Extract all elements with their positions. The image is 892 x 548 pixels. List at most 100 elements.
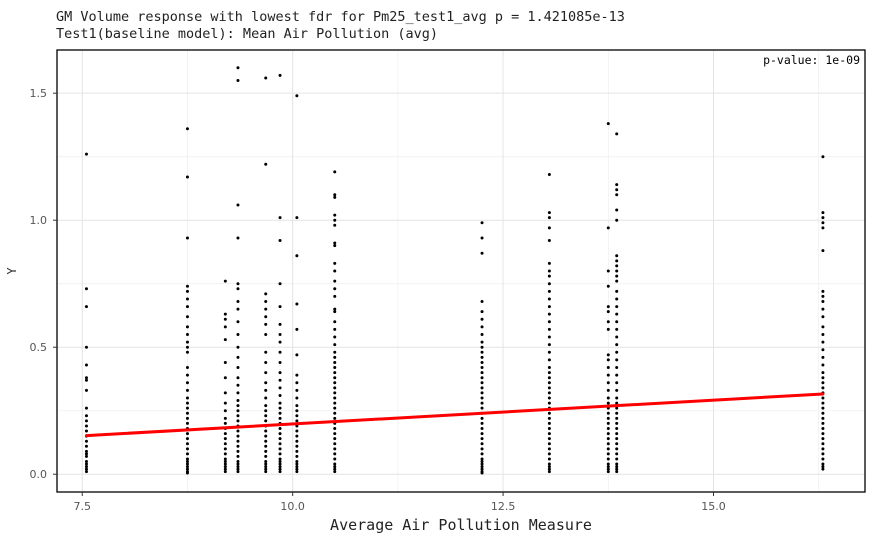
scatter-point bbox=[547, 416, 551, 420]
scatter-point bbox=[547, 452, 551, 456]
scatter-point bbox=[185, 388, 189, 392]
y-tick-label: 0.0 bbox=[30, 468, 48, 481]
scatter-point bbox=[547, 274, 551, 278]
scatter-point bbox=[615, 218, 619, 222]
scatter-point bbox=[264, 434, 268, 438]
scatter-point bbox=[333, 391, 337, 395]
chart-title: GM Volume response with lowest fdr for P… bbox=[56, 9, 625, 25]
scatter-point bbox=[185, 406, 189, 410]
scatter-point bbox=[84, 465, 88, 469]
scatter-point bbox=[821, 437, 825, 441]
scatter-point bbox=[480, 366, 484, 370]
scatter-point bbox=[480, 371, 484, 375]
scatter-point bbox=[278, 371, 282, 375]
scatter-point bbox=[264, 396, 268, 400]
scatter-point bbox=[615, 388, 619, 392]
scatter-point bbox=[84, 462, 88, 466]
scatter-point bbox=[223, 447, 227, 451]
scatter-point bbox=[295, 381, 299, 385]
scatter-point bbox=[295, 396, 299, 400]
scatter-point bbox=[606, 226, 610, 230]
scatter-point bbox=[236, 439, 240, 443]
scatter-point bbox=[278, 350, 282, 354]
scatter-point bbox=[333, 343, 337, 347]
scatter-point bbox=[606, 462, 610, 466]
scatter-point bbox=[295, 429, 299, 433]
scatter-point bbox=[547, 358, 551, 362]
scatter-point bbox=[264, 360, 268, 364]
scatter-point bbox=[615, 274, 619, 278]
scatter-point bbox=[84, 378, 88, 382]
scatter-point bbox=[236, 429, 240, 433]
scatter-point bbox=[185, 340, 189, 344]
scatter-point bbox=[236, 383, 240, 387]
scatter-point bbox=[264, 381, 268, 385]
scatter-point bbox=[547, 421, 551, 425]
scatter-point bbox=[547, 282, 551, 286]
scatter-point bbox=[480, 355, 484, 359]
scatter-point bbox=[615, 350, 619, 354]
scatter-point bbox=[480, 437, 484, 441]
scatter-point bbox=[606, 366, 610, 370]
scatter-point bbox=[236, 444, 240, 448]
scatter-point bbox=[547, 442, 551, 446]
scatter-point bbox=[278, 406, 282, 410]
scatter-point bbox=[236, 376, 240, 380]
scatter-point bbox=[615, 305, 619, 309]
scatter-point bbox=[223, 432, 227, 436]
scatter-point bbox=[547, 470, 551, 474]
scatter-point bbox=[84, 429, 88, 433]
scatter-point bbox=[84, 439, 88, 443]
scatter-point bbox=[264, 299, 268, 303]
scatter-point bbox=[264, 454, 268, 458]
scatter-point bbox=[84, 376, 88, 380]
scatter-point bbox=[236, 320, 240, 324]
scatter-point bbox=[821, 467, 825, 471]
scatter-point bbox=[84, 419, 88, 423]
scatter-point bbox=[606, 388, 610, 392]
scatter-point bbox=[547, 426, 551, 430]
scatter-point bbox=[821, 333, 825, 337]
scatter-point bbox=[547, 305, 551, 309]
scatter-point bbox=[821, 386, 825, 390]
scatter-point bbox=[821, 401, 825, 405]
scatter-point bbox=[821, 363, 825, 367]
scatter-point bbox=[606, 396, 610, 400]
scatter-point bbox=[606, 353, 610, 357]
scatter-point bbox=[295, 409, 299, 413]
scatter-point bbox=[333, 366, 337, 370]
x-axis-ticks: 7.5 10.0 12.5 15.0 bbox=[74, 492, 726, 513]
scatter-point bbox=[333, 457, 337, 461]
scatter-point bbox=[278, 401, 282, 405]
scatter-point bbox=[615, 320, 619, 324]
scatter-point bbox=[84, 287, 88, 291]
scatter-point bbox=[84, 454, 88, 458]
scatter-point bbox=[295, 373, 299, 377]
scatter-point bbox=[821, 211, 825, 215]
scatter-point bbox=[480, 396, 484, 400]
scatter-point bbox=[236, 419, 240, 423]
scatter-point bbox=[615, 421, 619, 425]
scatter-point bbox=[615, 442, 619, 446]
scatter-point bbox=[278, 360, 282, 364]
scatter-point bbox=[236, 449, 240, 453]
scatter-point bbox=[821, 371, 825, 375]
scatter-point bbox=[615, 279, 619, 283]
scatter-point bbox=[295, 94, 299, 98]
scatter-point bbox=[480, 340, 484, 344]
scatter-point bbox=[615, 269, 619, 273]
scatter-point bbox=[333, 376, 337, 380]
scatter-point bbox=[480, 401, 484, 405]
scatter-point bbox=[84, 452, 88, 456]
scatter-point bbox=[821, 462, 825, 466]
scatter-point bbox=[615, 426, 619, 430]
scatter-point bbox=[223, 409, 227, 413]
scatter-point bbox=[185, 305, 189, 309]
scatter-point bbox=[615, 406, 619, 410]
scatter-point bbox=[821, 325, 825, 329]
scatter-point bbox=[821, 289, 825, 293]
scatter-point bbox=[185, 366, 189, 370]
scatter-point bbox=[615, 259, 619, 263]
scatter-point bbox=[821, 465, 825, 469]
